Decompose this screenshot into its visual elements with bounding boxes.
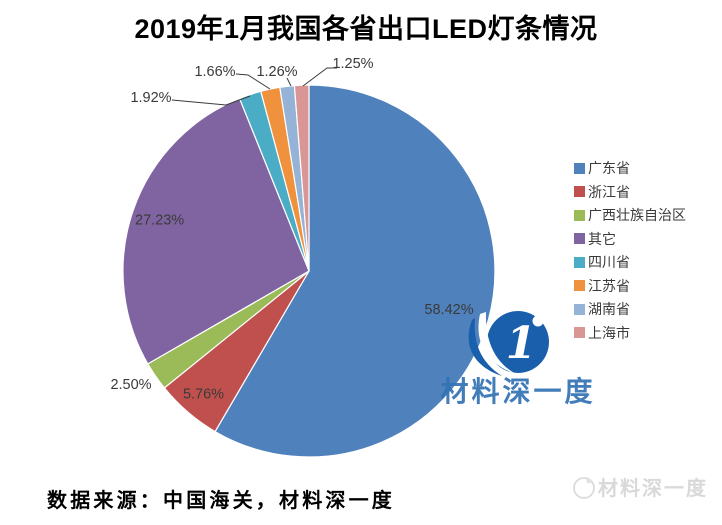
legend-item-7: 上海市 (574, 326, 686, 340)
slice-label-2: 2.50% (110, 377, 151, 393)
legend: 广东省浙江省广西壮族自治区 其它四川省江苏省湖南省上海市 (574, 161, 686, 349)
legend-item-5: 江苏省 (574, 279, 686, 293)
slice-label-3: 27.23% (135, 212, 184, 228)
label-leader-line-4 (171, 95, 251, 106)
legend-swatch-icon (574, 162, 585, 174)
legend-label: 广西壮族自治区 (588, 207, 686, 223)
legend-item-3: 其它 (574, 232, 686, 246)
slice-label-4: 1.92% (130, 90, 171, 106)
slice-label-0: 58.42% (424, 302, 473, 318)
label-leader-line-6 (286, 77, 292, 87)
chart-title: 2019年1月我国各省出口LED灯条情况 (134, 14, 598, 44)
corner-logo-icon (573, 476, 595, 499)
legend-label: 上海市 (588, 324, 630, 341)
legend-label: 四川省 (588, 254, 630, 270)
legend-label: 广东省 (588, 160, 630, 176)
legend-swatch-icon (574, 209, 585, 221)
legend-item-6: 湖南省 (574, 302, 686, 316)
slice-label-1: 5.76% (183, 387, 224, 403)
pie-slice-3 (122, 97, 310, 365)
slice-label-7: 1.25% (332, 56, 373, 72)
legend-swatch-icon (574, 256, 585, 268)
legend-label: 浙江省 (588, 183, 630, 200)
legend-item-4: 四川省 (574, 255, 686, 269)
label-leader-line-7 (302, 67, 337, 87)
legend-label: 江苏省 (588, 277, 630, 294)
legend-label: 湖南省 (588, 301, 630, 317)
legend-item-1: 浙江省 (574, 185, 686, 199)
legend-item-2: 广西壮族自治区 (574, 208, 686, 222)
pie-slice-7 (293, 84, 310, 272)
legend-label: 其它 (588, 230, 616, 247)
legend-swatch-icon (574, 186, 585, 197)
legend-swatch-icon (574, 327, 585, 338)
legend-swatch-icon (574, 303, 585, 315)
label-leader-line-5 (235, 73, 271, 90)
corner-watermark: 材料深一度 (570, 472, 708, 501)
slice-label-5: 1.66% (194, 64, 235, 80)
corner-watermark-text: 材料深一度 (598, 478, 708, 500)
slice-label-6: 1.26% (256, 64, 297, 80)
legend-swatch-icon (574, 233, 585, 244)
legend-swatch-icon (574, 280, 585, 291)
legend-item-0: 广东省 (574, 161, 686, 175)
data-source-note: 数据来源：中国海关，材料深一度 (47, 490, 395, 512)
